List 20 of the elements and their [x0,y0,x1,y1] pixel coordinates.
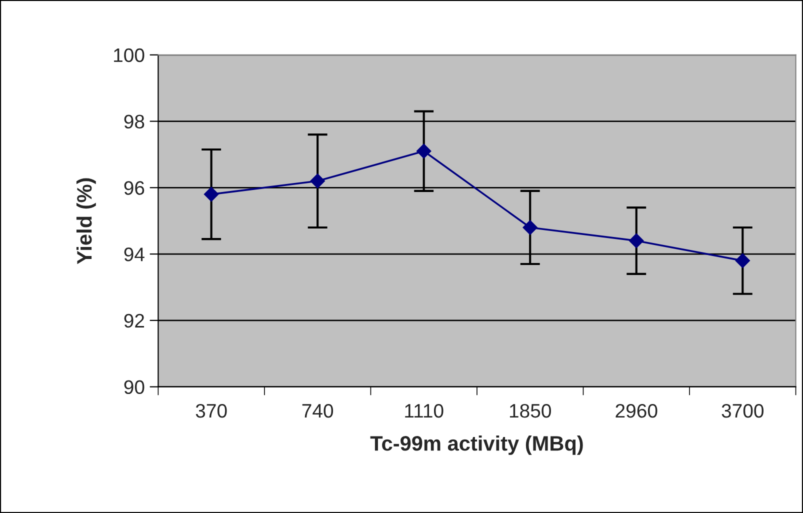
y-tick-label: 94 [124,248,144,262]
x-tick-label: 1850 [510,404,551,418]
point [310,174,325,188]
y-tick-label: 100 [114,48,144,62]
point [628,233,644,248]
x-tick-label: 2960 [616,404,658,418]
x-tick-label: 1110 [405,404,444,418]
y-tick-label: 92 [124,314,144,328]
point [522,220,538,235]
x-tick-label: 3700 [722,404,764,418]
point [735,253,750,268]
y-tick-label: 98 [124,114,144,129]
x-tick-label: 370 [196,404,227,418]
x-axis-title: Tc-99m activity (MBq) [370,435,583,455]
point [416,144,432,159]
y-tick-label: 96 [124,181,144,195]
point [204,186,219,202]
y-tick-label: 90 [124,380,144,394]
x-tick-label: 740 [302,404,334,418]
y-axis-title: Yield (%) [76,178,96,264]
